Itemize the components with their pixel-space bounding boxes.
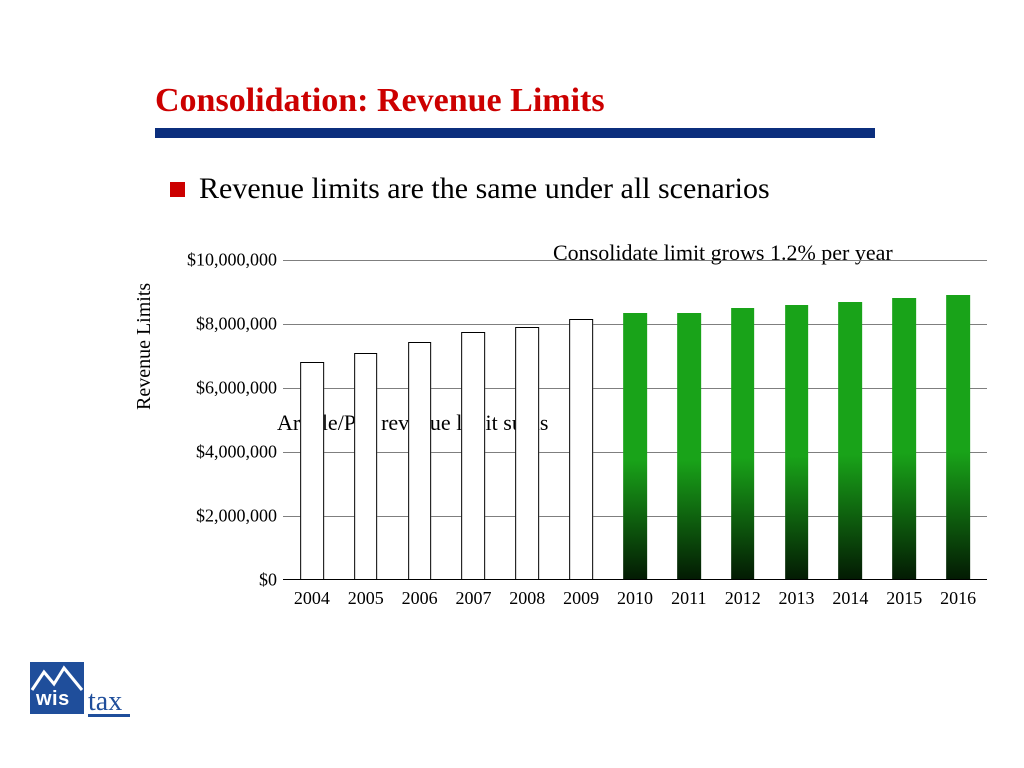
x-tick-label: 2005: [348, 588, 384, 609]
y-tick-label: $10,000,000: [167, 250, 277, 271]
bar: [569, 319, 593, 580]
x-tick-label: 2015: [886, 588, 922, 609]
revenue-chart: Revenue Limits Consolidate limit grows 1…: [145, 260, 985, 620]
x-tick-label: 2010: [617, 588, 653, 609]
x-tick-label: 2011: [671, 588, 706, 609]
bar: [731, 308, 755, 580]
bar: [515, 327, 539, 580]
bar: [623, 313, 647, 580]
y-tick-label: $2,000,000: [167, 506, 277, 527]
logo-underline: [88, 714, 130, 717]
bars-container: [285, 260, 985, 580]
bar: [408, 342, 432, 580]
x-tick-label: 2007: [455, 588, 491, 609]
plot-area: [285, 260, 985, 580]
y-axis-label: Revenue Limits: [133, 283, 156, 410]
slide: Consolidation: Revenue Limits Revenue li…: [0, 0, 1024, 768]
bar: [946, 295, 970, 580]
x-tick-label: 2008: [509, 588, 545, 609]
slide-title: Consolidation: Revenue Limits: [155, 82, 605, 120]
bar: [354, 353, 378, 580]
x-axis-labels: 2004 2005 2006 2007 2008 2009 2010 2011 2012 2013…: [285, 588, 985, 612]
bar: [677, 313, 701, 580]
wistax-logo: wis tax: [30, 662, 140, 718]
x-tick-label: 2006: [402, 588, 438, 609]
x-tick-label: 2012: [725, 588, 761, 609]
logo-text-wis: wis: [36, 688, 70, 711]
bar: [839, 302, 863, 580]
x-tick-label: 2004: [294, 588, 330, 609]
y-tick-label: $4,000,000: [167, 442, 277, 463]
y-tick-label: $6,000,000: [167, 378, 277, 399]
bullet-row: Revenue limits are the same under all sc…: [170, 172, 770, 206]
title-rule: [155, 128, 875, 138]
bar: [892, 298, 916, 580]
y-tick-label: $0: [167, 570, 277, 591]
x-tick-label: 2013: [779, 588, 815, 609]
bar: [300, 362, 324, 580]
bullet-text: Revenue limits are the same under all sc…: [199, 172, 770, 206]
y-tick-label: $8,000,000: [167, 314, 277, 335]
y-axis-ticks: $0$2,000,000$4,000,000$6,000,000$8,000,0…: [167, 260, 277, 580]
x-axis-line: [283, 579, 987, 580]
bar: [462, 332, 486, 580]
x-tick-label: 2009: [563, 588, 599, 609]
bar: [785, 305, 809, 580]
x-tick-label: 2014: [832, 588, 868, 609]
x-tick-label: 2016: [940, 588, 976, 609]
square-bullet-icon: [170, 182, 185, 197]
